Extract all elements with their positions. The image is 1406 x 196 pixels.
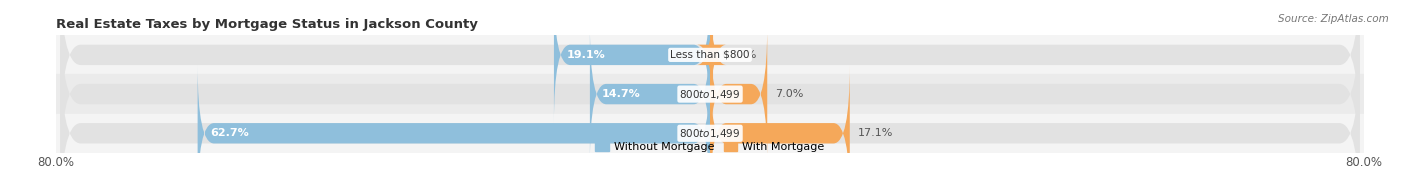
FancyBboxPatch shape	[710, 65, 849, 196]
FancyBboxPatch shape	[697, 0, 727, 123]
Text: Source: ZipAtlas.com: Source: ZipAtlas.com	[1278, 14, 1389, 24]
FancyBboxPatch shape	[198, 65, 710, 196]
Bar	[56, 35, 1364, 74]
FancyBboxPatch shape	[60, 0, 1360, 143]
Text: 0.37%: 0.37%	[721, 50, 756, 60]
Text: 14.7%: 14.7%	[602, 89, 641, 99]
FancyBboxPatch shape	[60, 45, 1360, 196]
Text: Less than $800: Less than $800	[671, 50, 749, 60]
Legend: Without Mortgage, With Mortgage: Without Mortgage, With Mortgage	[591, 137, 830, 157]
FancyBboxPatch shape	[591, 26, 710, 162]
Text: 19.1%: 19.1%	[567, 50, 605, 60]
Text: 7.0%: 7.0%	[776, 89, 804, 99]
Text: Real Estate Taxes by Mortgage Status in Jackson County: Real Estate Taxes by Mortgage Status in …	[56, 18, 478, 31]
Bar	[56, 74, 1364, 114]
Text: 17.1%: 17.1%	[858, 128, 893, 138]
Text: $800 to $1,499: $800 to $1,499	[679, 88, 741, 101]
Bar	[56, 114, 1364, 153]
FancyBboxPatch shape	[60, 6, 1360, 182]
Text: $800 to $1,499: $800 to $1,499	[679, 127, 741, 140]
Text: 62.7%: 62.7%	[209, 128, 249, 138]
FancyBboxPatch shape	[710, 26, 768, 162]
FancyBboxPatch shape	[554, 0, 710, 123]
